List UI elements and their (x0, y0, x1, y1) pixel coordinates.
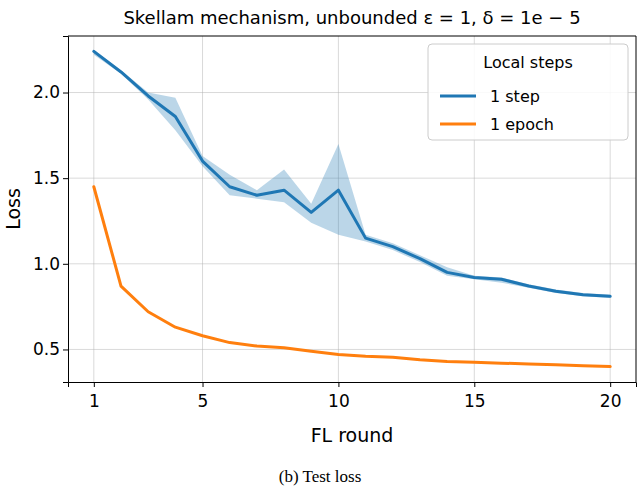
y-axis-line (63, 37, 69, 383)
legend-swatch (440, 95, 476, 98)
chart: 151015200.51.01.52.0Local steps1 step1 e… (0, 0, 640, 491)
x-tick-mark (203, 382, 204, 387)
x-tick-label: 20 (600, 391, 622, 411)
grid-line (68, 178, 636, 179)
x-tick-label: 1 (89, 391, 100, 411)
grid-line (68, 263, 636, 264)
legend-label: 1 step (490, 87, 540, 106)
range-band (94, 50, 610, 298)
legend-box (428, 44, 628, 140)
caption: (b) Test loss (279, 467, 362, 486)
frame (636, 36, 637, 382)
y-tick: 1.5 (33, 168, 68, 188)
x-tick-mark (94, 382, 95, 387)
plot: 151015200.51.01.52.0Local steps1 step1 e… (33, 36, 637, 411)
y-tick-mark (63, 178, 68, 179)
x-tick-label: 5 (198, 391, 209, 411)
series-line (94, 51, 610, 296)
x-axis: 15101520 (69, 382, 637, 411)
y-tick-mark (63, 93, 68, 94)
x-tick: 1 (89, 382, 100, 411)
x-tick-mark (338, 382, 339, 387)
y-tick: 1.0 (33, 254, 68, 274)
y-tick-label: 0.5 (33, 339, 60, 359)
frame (68, 36, 636, 37)
grid-line (68, 349, 636, 350)
grid-line (93, 36, 94, 382)
y-tick-label: 1.0 (33, 254, 60, 274)
y-tick: 0.5 (33, 339, 68, 359)
y-tick-label: 2.0 (33, 82, 60, 102)
title: Skellam mechanism, unbounded ε = 1, δ = … (123, 7, 580, 28)
series-group (94, 50, 610, 367)
x-tick-label: 10 (328, 391, 350, 411)
legend-swatch (440, 123, 476, 126)
x-tick: 5 (198, 382, 209, 411)
legend: Local steps 1 step 1 epoch (428, 44, 628, 140)
y-tick-mark (63, 264, 68, 265)
x-axis-line (69, 383, 637, 388)
x-tick-label: 15 (464, 391, 486, 411)
x-tick-mark (474, 382, 475, 387)
y-tick-label: 1.5 (33, 168, 60, 188)
legend-title: Local steps (483, 53, 573, 72)
x-axis-title: FL round (311, 424, 394, 446)
x-tick-mark (610, 382, 611, 387)
x-tick: 15 (464, 382, 486, 411)
legend-label: 1 epoch (490, 115, 554, 134)
series-line (94, 187, 610, 367)
y-tick-mark (63, 349, 68, 350)
y-axis: 0.5 1.0 1.5 2.0 (33, 37, 69, 383)
grid (68, 36, 636, 382)
x-tick: 10 (328, 382, 350, 411)
y-axis-title: Loss (2, 188, 24, 230)
y-tick: 2.0 (33, 82, 68, 102)
grid-line (202, 36, 203, 382)
x-tick: 20 (600, 382, 622, 411)
